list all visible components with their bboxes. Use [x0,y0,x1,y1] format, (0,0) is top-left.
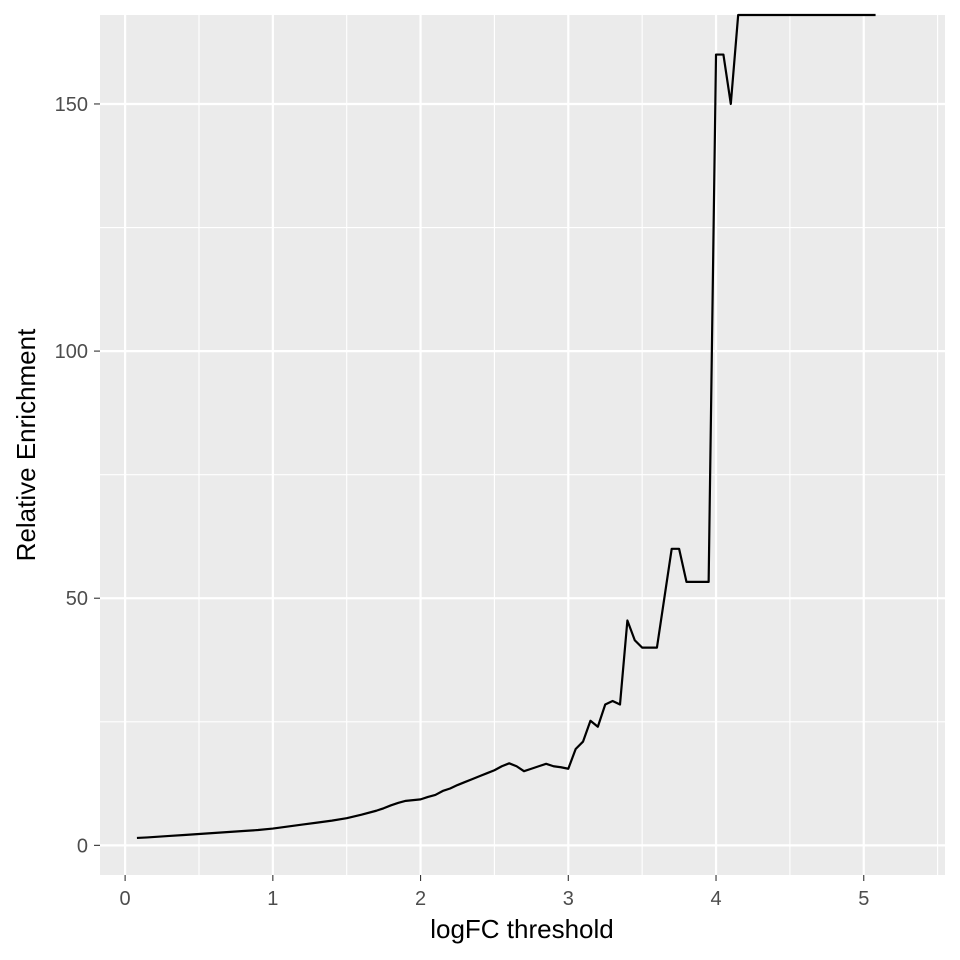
y-tick-label: 100 [55,341,88,363]
x-tick-label: 4 [710,888,721,910]
x-tick-label: 5 [858,888,869,910]
x-tick-label: 2 [415,888,426,910]
x-axis-title: logFC threshold [430,914,614,944]
minor-grid-lines [100,15,945,875]
y-tick-label: 50 [66,588,88,610]
axis-ticks [94,103,865,881]
x-tick-label: 0 [120,888,131,910]
y-tick-label: 150 [55,94,88,116]
y-tick-label: 0 [77,835,88,857]
panel-background [100,15,945,875]
series-line [136,13,876,840]
x-tick-label: 3 [563,888,574,910]
major-grid-lines [100,15,945,875]
y-axis-title: Relative Enrichment [11,328,41,561]
x-tick-label: 1 [267,888,278,910]
